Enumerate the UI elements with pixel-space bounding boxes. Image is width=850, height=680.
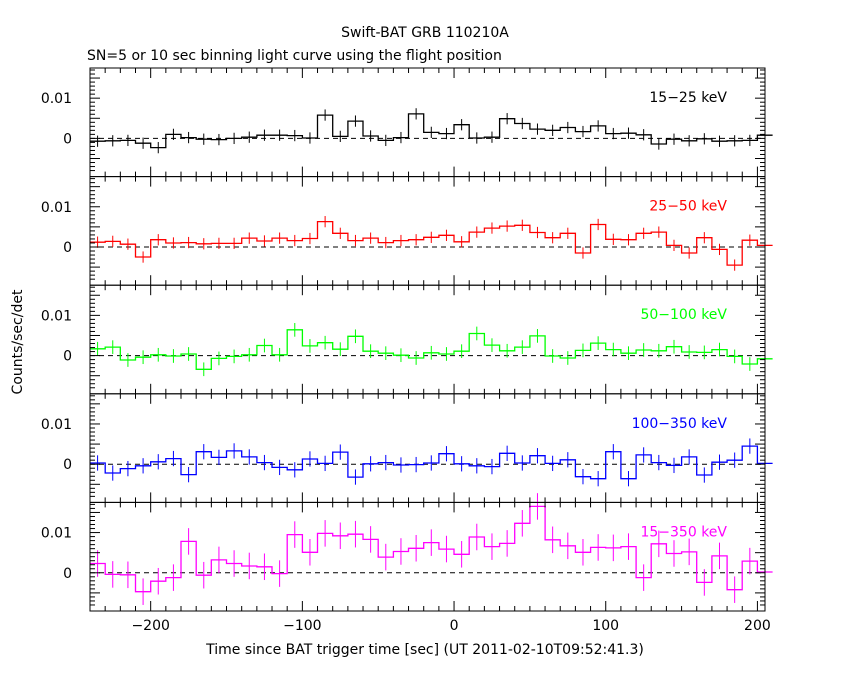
panel-frame — [89, 284, 766, 395]
panels-group: 0 0.01 15−25 keV 0 0.01 25−50 keV 0 0.01 50−100 … — [41, 67, 773, 634]
y-tick-label: 0.01 — [41, 308, 72, 324]
y-tick-label: 0 — [63, 240, 72, 256]
series-line — [90, 113, 773, 149]
chart-title: Swift-BAT GRB 110210A — [341, 25, 509, 41]
panel-frame — [89, 176, 766, 286]
y-tick-label: 0.01 — [41, 200, 72, 216]
series-line — [90, 445, 773, 480]
panel-frame — [89, 501, 766, 612]
chart-subtitle: SN=5 or 10 sec binning light curve using… — [87, 48, 502, 64]
y-axis-label: Counts/sec/det — [10, 289, 26, 394]
panel-frame — [89, 393, 766, 503]
series-line — [90, 329, 773, 370]
x-axis-label: Time since BAT trigger time [sec] (UT 20… — [205, 642, 644, 658]
x-tick-label: −100 — [283, 618, 321, 634]
x-tick-label: 200 — [744, 618, 771, 634]
y-tick-label: 0 — [63, 566, 72, 582]
series-line — [90, 505, 773, 593]
panel-frame — [89, 67, 766, 178]
y-tick-label: 0 — [63, 349, 72, 365]
y-tick-label: 0 — [63, 131, 72, 147]
y-tick-label: 0.01 — [41, 417, 72, 433]
panel-label: 15−350 keV — [640, 524, 727, 540]
y-tick-label: 0 — [63, 457, 72, 473]
x-tick-label: 0 — [450, 618, 459, 634]
panel-label: 15−25 keV — [649, 90, 727, 106]
x-tick-label: 100 — [592, 618, 619, 634]
y-tick-label: 0.01 — [41, 526, 72, 542]
y-tick-label: 0.01 — [41, 91, 72, 107]
x-tick-label: −200 — [131, 618, 169, 634]
panel-label: 50−100 keV — [640, 307, 727, 323]
panel-label: 25−50 keV — [649, 199, 727, 215]
series-line — [90, 220, 773, 266]
panel-label: 100−350 keV — [632, 416, 728, 432]
